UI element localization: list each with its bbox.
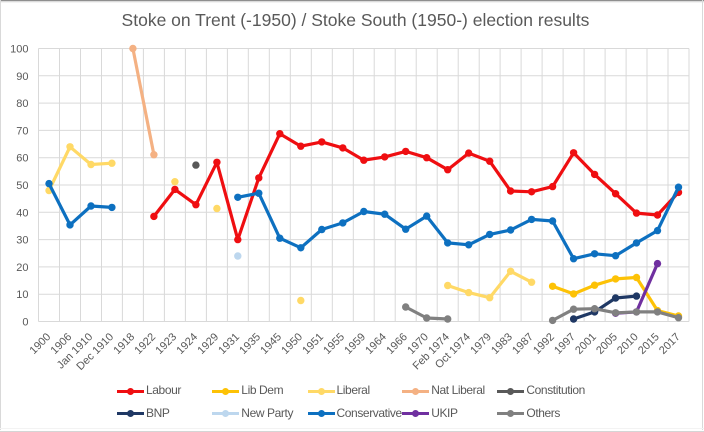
svg-text:1935: 1935 [237, 331, 263, 357]
svg-text:1966: 1966 [384, 331, 410, 357]
svg-text:30: 30 [16, 235, 28, 247]
svg-text:1922: 1922 [132, 331, 158, 357]
svg-text:1979: 1979 [468, 331, 494, 357]
svg-text:1992: 1992 [531, 331, 557, 357]
svg-text:1900: 1900 [28, 331, 54, 357]
svg-text:40: 40 [16, 207, 28, 219]
svg-text:1983: 1983 [489, 331, 515, 357]
svg-text:0: 0 [22, 317, 28, 329]
svg-text:60: 60 [16, 153, 28, 165]
svg-text:1959: 1959 [342, 331, 368, 357]
svg-text:1997: 1997 [552, 331, 578, 357]
svg-text:1955: 1955 [321, 331, 347, 357]
svg-text:20: 20 [16, 262, 28, 274]
svg-text:2010: 2010 [615, 331, 641, 357]
svg-text:2001: 2001 [573, 331, 599, 357]
svg-text:100: 100 [10, 44, 28, 56]
svg-text:1923: 1923 [153, 331, 179, 357]
svg-text:1951: 1951 [300, 331, 326, 357]
svg-text:1950: 1950 [279, 331, 305, 357]
svg-text:1964: 1964 [363, 331, 389, 357]
svg-text:90: 90 [16, 71, 28, 83]
svg-text:1924: 1924 [174, 331, 200, 357]
svg-text:70: 70 [16, 125, 28, 137]
svg-text:1918: 1918 [111, 331, 137, 357]
svg-text:1987: 1987 [510, 331, 536, 357]
svg-text:2015: 2015 [636, 331, 662, 357]
svg-text:1929: 1929 [195, 331, 221, 357]
svg-text:1945: 1945 [258, 331, 284, 357]
svg-text:80: 80 [16, 98, 28, 110]
svg-text:50: 50 [16, 180, 28, 192]
svg-text:10: 10 [16, 289, 28, 301]
svg-text:1931: 1931 [216, 331, 242, 357]
svg-text:2005: 2005 [594, 331, 620, 357]
svg-text:2017: 2017 [657, 331, 683, 357]
